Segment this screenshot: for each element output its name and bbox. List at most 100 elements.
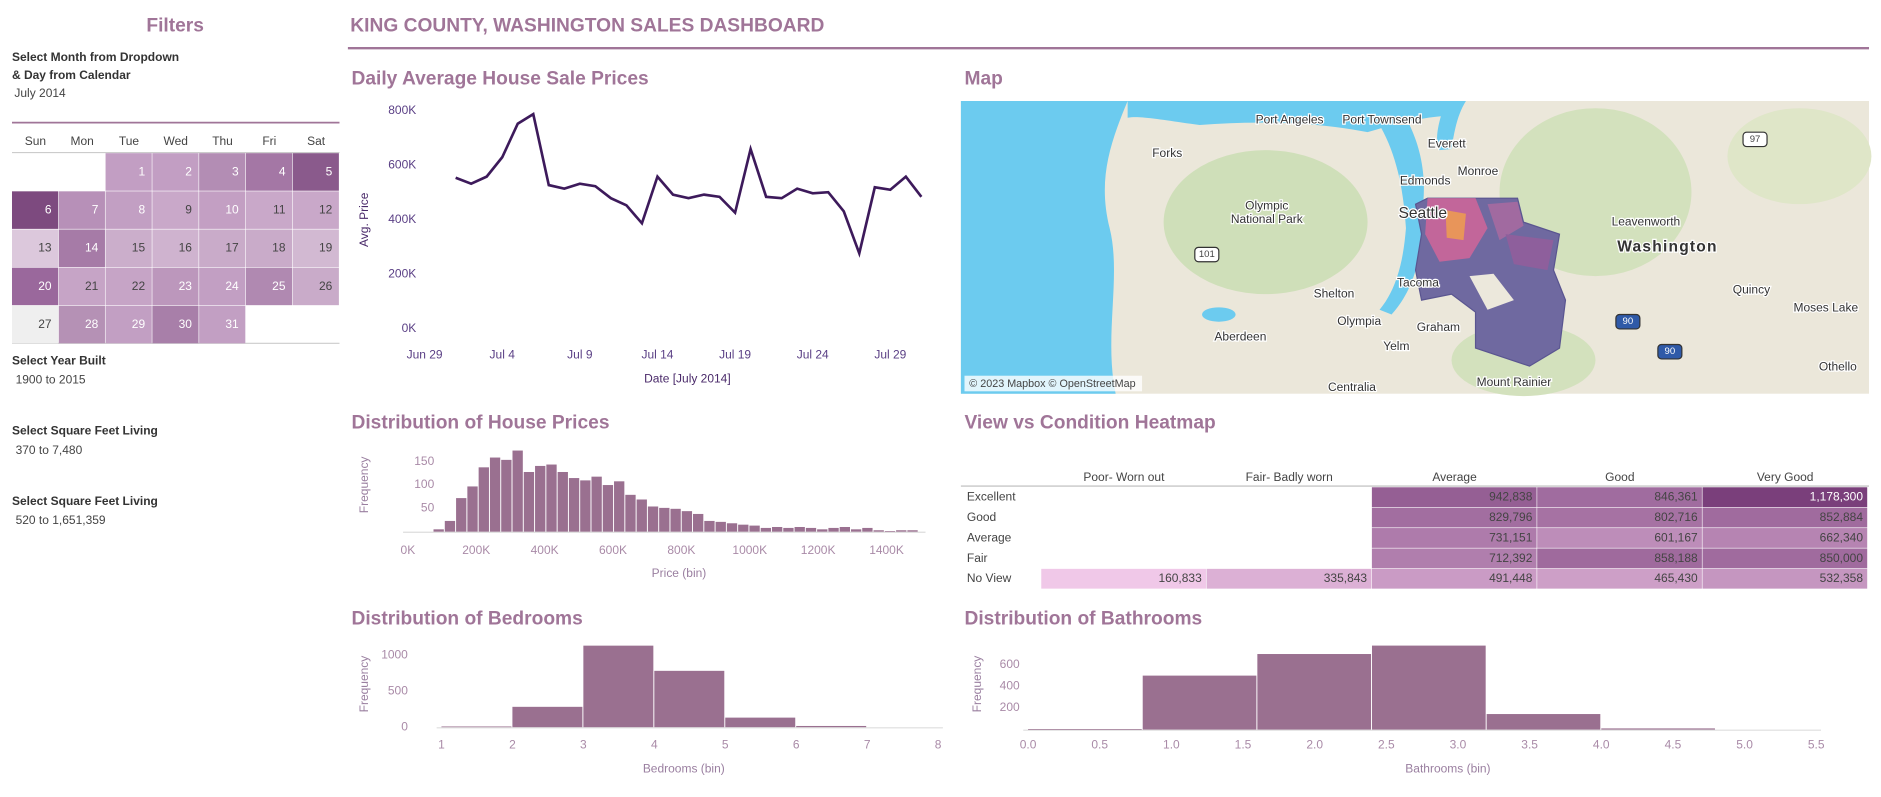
calendar-day[interactable] <box>58 229 105 268</box>
x-tick-label: 2.5 <box>1378 737 1395 751</box>
calendar-day[interactable] <box>152 191 199 229</box>
y-tick-label: 800K <box>388 103 416 117</box>
calendar-day[interactable] <box>58 191 105 229</box>
histogram-bar <box>433 529 444 532</box>
histogram-bar <box>715 521 726 532</box>
heatmap-cell <box>1537 548 1702 569</box>
filter-value[interactable]: 370 to 7,480 <box>16 443 83 457</box>
filters-title: Filters <box>146 16 204 37</box>
calendar-day[interactable] <box>199 191 246 229</box>
histogram-bar <box>828 527 839 532</box>
heatmap-cell <box>1371 548 1537 569</box>
calendar-day[interactable] <box>245 153 293 191</box>
filter-value[interactable]: 520 to 1,651,359 <box>16 513 106 527</box>
zip-region <box>1445 210 1466 241</box>
calendar-day[interactable] <box>152 153 199 191</box>
histogram-bar <box>591 476 602 532</box>
calendar-day[interactable] <box>245 267 293 306</box>
calendar-day-label: 25 <box>272 279 286 293</box>
histogram-bar <box>1028 729 1142 730</box>
histogram-bar <box>614 481 625 532</box>
histogram-bar <box>512 450 523 532</box>
weekday-label: Tue <box>119 134 140 148</box>
calendar-day-label: 5 <box>326 164 333 178</box>
place-label: Forks <box>1152 146 1182 160</box>
y-tick-label: 600K <box>388 157 416 171</box>
calendar-day[interactable] <box>152 229 199 268</box>
calendar-day-label: 16 <box>179 241 193 255</box>
histogram-bar <box>1371 645 1486 730</box>
calendar-day[interactable] <box>292 153 339 191</box>
month-dropdown[interactable]: July 2014 <box>14 86 66 100</box>
row-header: Good <box>967 510 996 524</box>
calendar-day[interactable] <box>245 229 293 268</box>
weekday-label: Sat <box>307 134 326 148</box>
road-shield-label: 90 <box>1623 316 1634 327</box>
calendar-day[interactable] <box>11 191 59 229</box>
calendar-day[interactable] <box>11 305 59 344</box>
histogram-bar <box>862 527 873 532</box>
histogram-bar <box>647 506 659 532</box>
cell-label: 532,358 <box>1820 571 1864 585</box>
x-tick-label: 3 <box>580 737 587 751</box>
calendar-day[interactable] <box>292 267 339 306</box>
histogram-bar <box>884 531 896 532</box>
calendar-day[interactable] <box>105 191 152 229</box>
x-tick-label: Jul 24 <box>797 347 829 361</box>
calendar-day[interactable] <box>245 191 293 229</box>
calendar-day[interactable] <box>105 153 152 191</box>
calendar-day[interactable] <box>152 305 199 344</box>
x-tick-label: 600K <box>599 543 627 557</box>
map[interactable]: Port Angeles Port Townsend Forks Everett Mon… <box>960 100 1872 397</box>
heatmap-cell <box>1702 568 1868 589</box>
cell-label: 850,000 <box>1820 551 1864 565</box>
calendar-day-label: 8 <box>138 203 145 217</box>
calendar-day[interactable] <box>105 229 152 268</box>
heatmap-cell <box>1537 507 1702 528</box>
price-line <box>455 112 923 258</box>
calendar-day[interactable] <box>152 267 199 306</box>
heatmap-cell <box>1702 507 1868 528</box>
y-tick-label: 400K <box>388 212 416 226</box>
x-tick-label: 1.5 <box>1235 737 1252 751</box>
harbor <box>1202 307 1236 322</box>
calendar-day[interactable] <box>11 267 59 306</box>
cell-label: 1,178,300 <box>1810 490 1864 504</box>
histogram-bar <box>467 486 478 532</box>
place-label: Leavenworth <box>1612 214 1681 228</box>
x-tick-label: 8 <box>935 737 942 751</box>
calendar-day[interactable] <box>199 267 246 306</box>
histogram-bar <box>1486 714 1601 730</box>
filter-label: Select Square Feet Living <box>12 494 158 508</box>
histogram-bar <box>546 464 557 532</box>
place-label: Graham <box>1417 320 1460 334</box>
histogram-bar <box>1142 675 1257 730</box>
zip-region <box>1487 201 1524 241</box>
x-axis-label: Bedrooms (bin) <box>643 761 725 775</box>
histogram-bar <box>557 471 568 532</box>
calendar-day[interactable] <box>199 153 246 191</box>
place-label: Monroe <box>1458 164 1499 178</box>
x-tick-label: 0.5 <box>1091 737 1108 751</box>
map-title: Map <box>964 68 1002 89</box>
calendar-day[interactable] <box>58 267 105 306</box>
x-tick-label: 4.0 <box>1593 737 1610 751</box>
column-header: Poor- Worn out <box>1083 470 1165 484</box>
cell-label: 335,843 <box>1324 571 1368 585</box>
calendar-day[interactable] <box>105 267 152 306</box>
calendar-day[interactable] <box>292 191 339 229</box>
calendar-day[interactable] <box>105 305 152 344</box>
filter-value[interactable]: 1900 to 2015 <box>16 373 86 387</box>
dashboard-title: KING COUNTY, WASHINGTON SALES DASHBOARD <box>350 16 824 37</box>
calendar-day[interactable] <box>58 305 105 344</box>
heatmap-cell <box>1371 507 1537 528</box>
calendar-day[interactable] <box>199 229 246 268</box>
calendar-day-label: 18 <box>272 241 286 255</box>
calendar-day[interactable] <box>292 229 339 268</box>
map-attribution: © 2023 Mapbox © OpenStreetMap <box>969 378 1135 390</box>
x-tick-label: 6 <box>793 737 800 751</box>
attribution-box <box>964 375 1143 392</box>
calendar-day[interactable] <box>11 229 59 268</box>
place-label: Port Townsend <box>1342 112 1421 126</box>
calendar-day[interactable] <box>199 305 246 344</box>
